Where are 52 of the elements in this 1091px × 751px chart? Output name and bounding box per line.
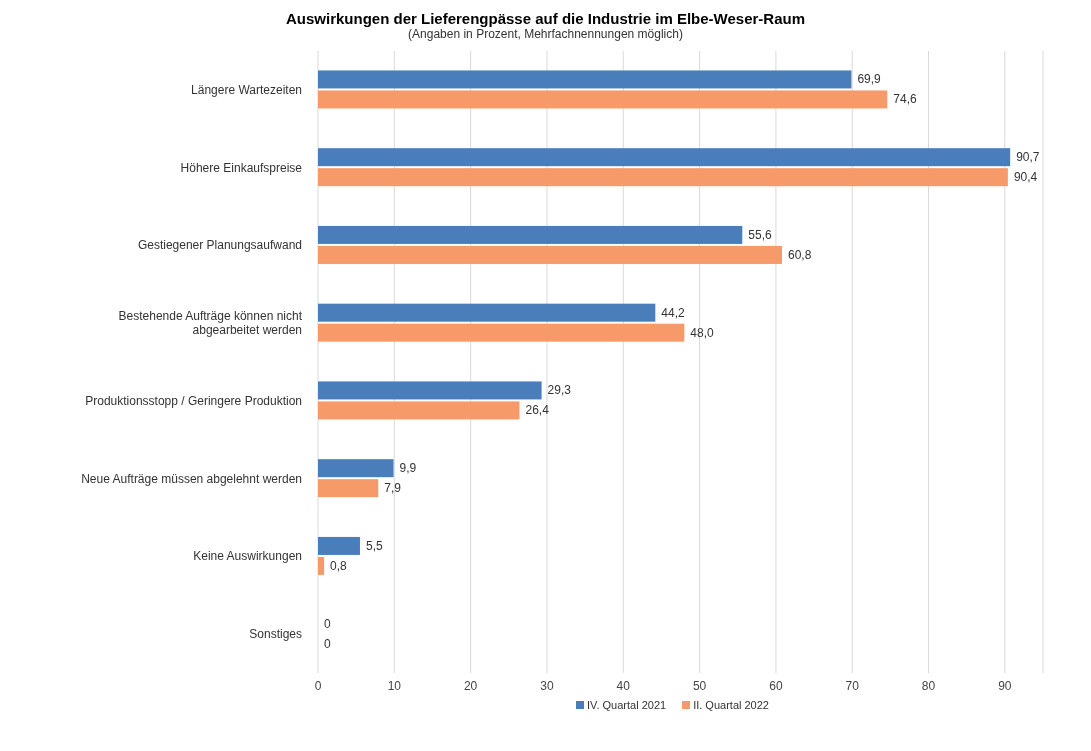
bar [318,323,685,342]
bar [318,148,1011,167]
data-label: 26,4 [525,403,550,418]
y-tick-label: Neue Aufträge müssen abgelehnt werden [81,471,302,486]
data-label: 0,8 [330,558,348,573]
bar [318,536,360,555]
y-tick-label: Bestehende Aufträge können nicht abgearbeitet werden [118,309,303,338]
data-label: 74,6 [893,92,917,107]
bar [318,303,656,322]
chart-subtitle: (Angaben in Prozent, Mehrfachnennungen möglich) [407,27,684,41]
bar [318,381,542,400]
data-label: 7,9 [384,481,402,496]
bar [318,401,520,420]
x-tick-label: 60 [769,678,783,693]
x-tick-label: 50 [692,678,707,693]
legend-label: IV. Quartal 2021 [586,699,667,711]
y-tick-label: Keine Auswirkungen [193,549,302,564]
x-tick-label: 90 [998,678,1012,693]
bar [318,168,1008,187]
y-tick-label: Produktionsstopp / Geringere Produktion [85,393,302,408]
data-label: 0 [324,616,331,631]
bar [318,459,394,478]
x-tick-label: 80 [921,678,936,693]
data-label: 60,8 [788,247,812,262]
y-tick-label: Gestiegener Planungsaufwand [137,238,302,253]
data-label: 0 [324,636,331,651]
y-tick-label: Sonstiges [249,627,302,642]
bar [318,556,325,575]
x-tick-label: 70 [845,678,860,693]
bar [318,225,743,244]
x-tick-label: 10 [387,678,402,693]
x-tick-label: 20 [463,678,478,693]
x-tick-label: 30 [540,678,554,693]
data-label: 9,9 [399,461,417,476]
data-label: 5,5 [365,538,383,553]
data-label: 55,6 [748,227,772,242]
x-tick-label: 40 [616,678,631,693]
data-label: 44,2 [661,305,685,320]
y-tick-label: Längere Wartezeiten [191,82,302,97]
bar [318,245,782,264]
data-label: 48,0 [690,325,714,340]
data-label: 90,7 [1016,150,1040,165]
bar [318,479,379,498]
data-label: 29,3 [547,383,572,398]
bar [318,90,888,109]
x-tick-label: 0 [314,678,322,693]
data-label: 90,4 [1013,170,1038,185]
data-label: 69,9 [857,72,882,87]
y-tick-label: Höhere Einkaufspreise [180,160,303,175]
bar [318,70,852,89]
legend-label: II. Quartal 2022 [692,699,769,711]
chart-title: Auswirkungen der Lieferengpässe auf die Industrie im Elbe-Weser-Raum [285,10,806,27]
